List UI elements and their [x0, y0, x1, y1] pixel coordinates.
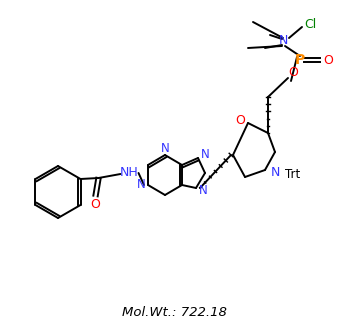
Text: Cl: Cl	[304, 18, 316, 31]
Text: N: N	[201, 149, 209, 161]
Text: N: N	[278, 33, 288, 47]
Text: O: O	[91, 197, 101, 211]
Text: Mol.Wt.: 722.18: Mol.Wt.: 722.18	[121, 305, 227, 318]
Text: O: O	[235, 113, 245, 127]
Text: N: N	[199, 183, 207, 196]
Text: N: N	[161, 141, 169, 154]
Text: O: O	[288, 67, 298, 79]
Text: Trt: Trt	[285, 169, 300, 181]
Text: N: N	[270, 166, 280, 178]
Text: P: P	[295, 53, 305, 67]
Text: O: O	[323, 53, 333, 67]
Text: N: N	[136, 178, 146, 192]
Text: NH: NH	[120, 167, 139, 179]
